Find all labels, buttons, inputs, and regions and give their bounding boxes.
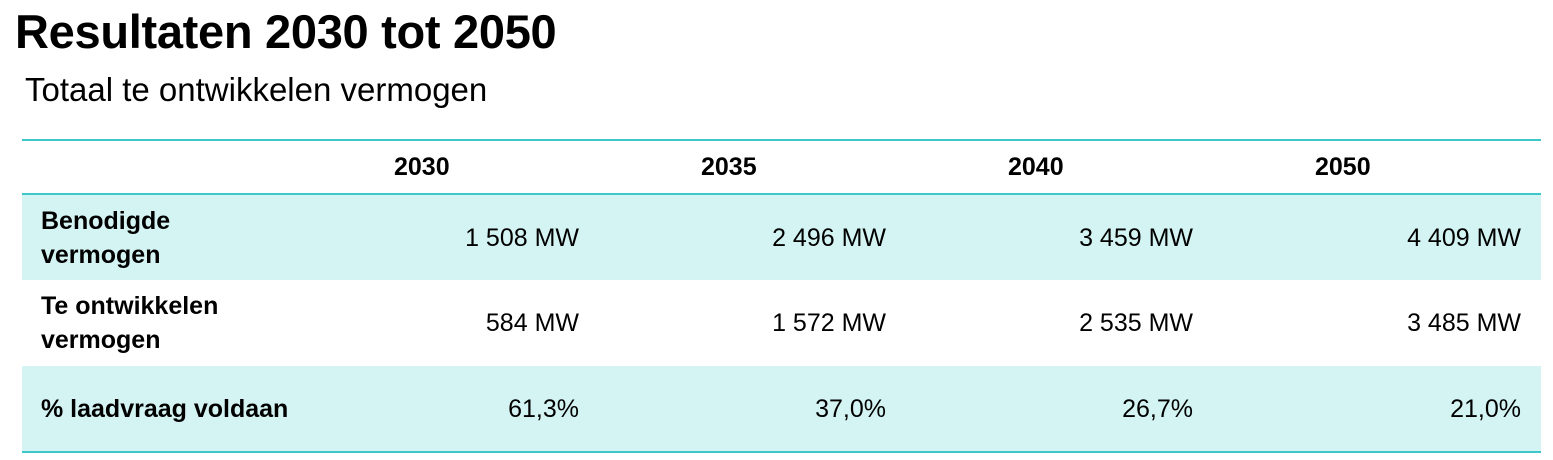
page-subtitle: Totaal te ontwikkelen vermogen (25, 71, 488, 108)
column-header-2035: 2035 (701, 153, 757, 181)
table-cell: 3 485 MW (1407, 309, 1521, 337)
column-header-2030: 2030 (394, 153, 450, 181)
row-label: Benodigde vermogen (41, 206, 171, 269)
column-header-2050: 2050 (1315, 153, 1371, 181)
row-label: Te ontwikkelen vermogen (41, 292, 219, 354)
table-cell: 3 459 MW (1079, 223, 1193, 252)
table-header-row: 2030 2035 2040 2050 (22, 140, 1541, 194)
row-label: % laadvraag voldaan (41, 394, 289, 423)
table-cell: 2 496 MW (772, 223, 886, 252)
table-cell: 21,0% (1450, 394, 1521, 423)
page-title: Resultaten 2030 tot 2050 (15, 5, 557, 58)
table-cell: 2 535 MW (1079, 309, 1193, 337)
table-cell: 1 572 MW (772, 309, 886, 337)
column-header-empty (22, 140, 292, 194)
table-cell: 26,7% (1122, 394, 1193, 423)
table-cell: 37,0% (815, 394, 886, 423)
table-cell: 584 MW (485, 309, 579, 337)
table-cell: 1 508 MW (465, 223, 579, 252)
table-row: Te ontwikkelen vermogen 584 MW 1 572 MW … (22, 280, 1541, 366)
column-header-2040: 2040 (1008, 153, 1064, 181)
table-cell: 4 409 MW (1407, 223, 1521, 252)
table-cell: 61,3% (508, 394, 579, 423)
table-row: Benodigde vermogen 1 508 MW 2 496 MW 3 4… (22, 194, 1541, 280)
table-row: % laadvraag voldaan 61,3% 37,0% 26,7% 21… (22, 366, 1541, 452)
results-table: 2030 2035 2040 2050 Benodigde vermogen 1… (22, 139, 1541, 453)
